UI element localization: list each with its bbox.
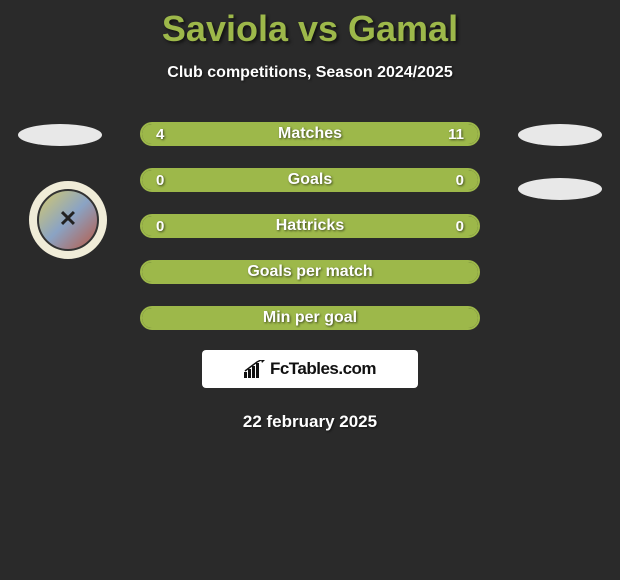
stat-label: Hattricks (142, 217, 478, 235)
stat-label: Min per goal (142, 309, 478, 327)
stat-label: Goals per match (142, 263, 478, 281)
page-title: Saviola vs Gamal (0, 0, 620, 50)
stat-bar-matches: 4 Matches 11 (140, 122, 480, 146)
subtitle: Club competitions, Season 2024/2025 (0, 64, 620, 82)
bars-chart-icon (244, 360, 266, 378)
stat-label: Goals (142, 171, 478, 189)
player-left-placeholder-top (18, 124, 102, 146)
crest-emblem-icon (37, 189, 99, 251)
stat-value-right: 0 (456, 218, 464, 235)
stat-bar-goals-per-match: Goals per match (140, 260, 480, 284)
player-right-placeholder-top (518, 124, 602, 146)
stat-value-right: 0 (456, 172, 464, 189)
site-logo[interactable]: FcTables.com (202, 350, 418, 388)
comparison-card: Saviola vs Gamal Club competitions, Seas… (0, 0, 620, 580)
player-right-placeholder-bottom (518, 178, 602, 200)
club-crest-left (26, 178, 110, 262)
stat-value-right: 11 (448, 126, 464, 143)
stat-label: Matches (142, 125, 478, 143)
logo-text: FcTables.com (270, 359, 376, 379)
stat-bar-hattricks: 0 Hattricks 0 (140, 214, 480, 238)
stat-bar-goals: 0 Goals 0 (140, 168, 480, 192)
date-text: 22 february 2025 (0, 412, 620, 432)
stat-bar-min-per-goal: Min per goal (140, 306, 480, 330)
